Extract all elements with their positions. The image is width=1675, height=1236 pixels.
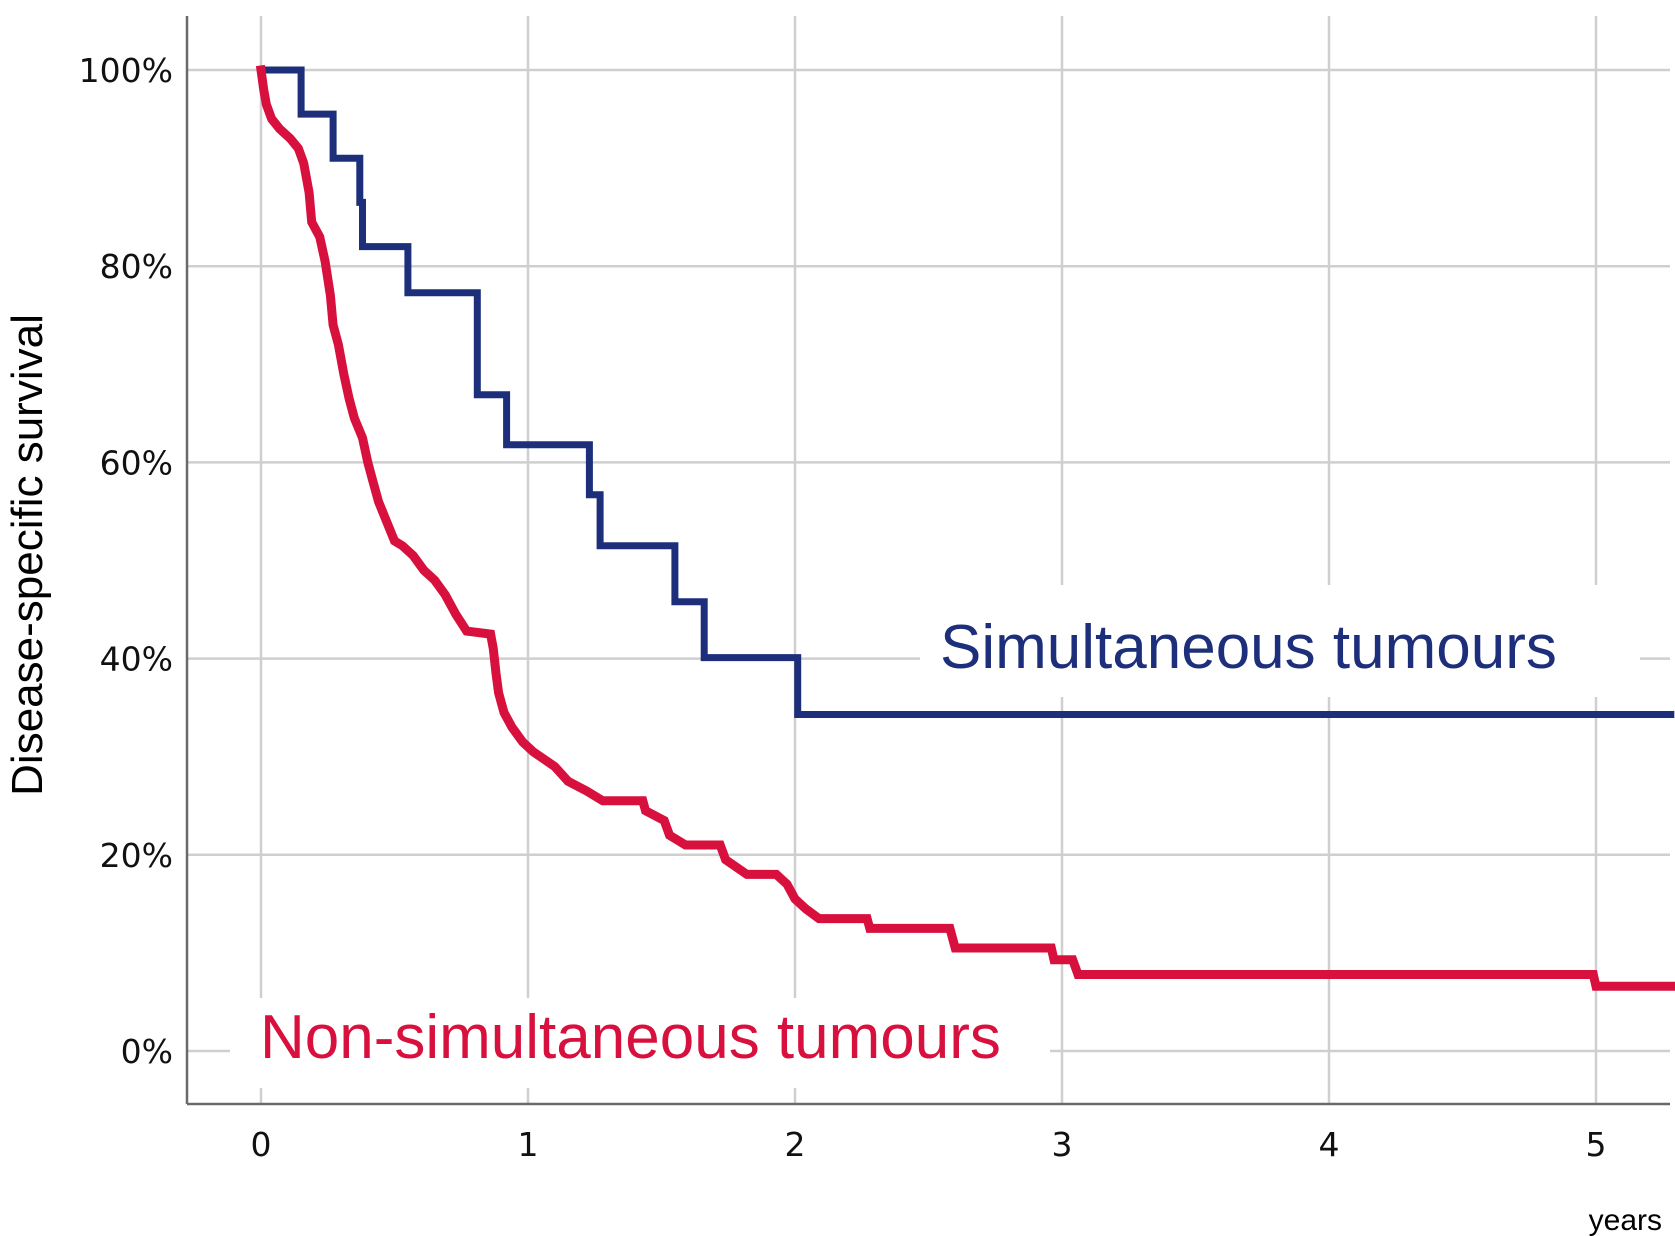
simultaneous-tumours-label: Simultaneous tumours	[940, 613, 1557, 682]
axes: 0 1 2 3 4 5 0% 20% 40% 60% 80% 100%	[79, 16, 1670, 1164]
label-background	[230, 998, 1050, 1088]
y-tick-label: 60%	[100, 443, 173, 482]
non-simultaneous-tumours-label: Non-simultaneous tumours	[260, 1003, 1001, 1072]
label-background	[920, 585, 1640, 697]
y-tick-label: 40%	[100, 640, 173, 679]
simultaneous-tumours-curve	[257, 66, 1675, 718]
x-tick-label: 4	[1319, 1125, 1340, 1164]
x-axis-unit-label: years	[1589, 1204, 1662, 1236]
y-tick-label: 0%	[121, 1032, 173, 1071]
series-labels: Non-simultaneous tumours Simultaneous tum…	[260, 613, 1557, 1072]
y-axis-label: Disease-specific survival	[3, 314, 52, 796]
x-tick-label: 2	[785, 1125, 806, 1164]
x-tick-label: 1	[518, 1125, 539, 1164]
x-tick-label: 5	[1586, 1125, 1607, 1164]
grid	[187, 16, 1670, 1104]
y-tick-label: 20%	[100, 836, 173, 875]
y-tick-label: 80%	[100, 247, 173, 286]
non-simultaneous-tumours-curve	[255, 64, 1675, 991]
series	[255, 64, 1675, 991]
x-tick-label: 0	[251, 1125, 272, 1164]
y-tick-label: 100%	[79, 51, 173, 90]
x-tick-label: 3	[1052, 1125, 1073, 1164]
